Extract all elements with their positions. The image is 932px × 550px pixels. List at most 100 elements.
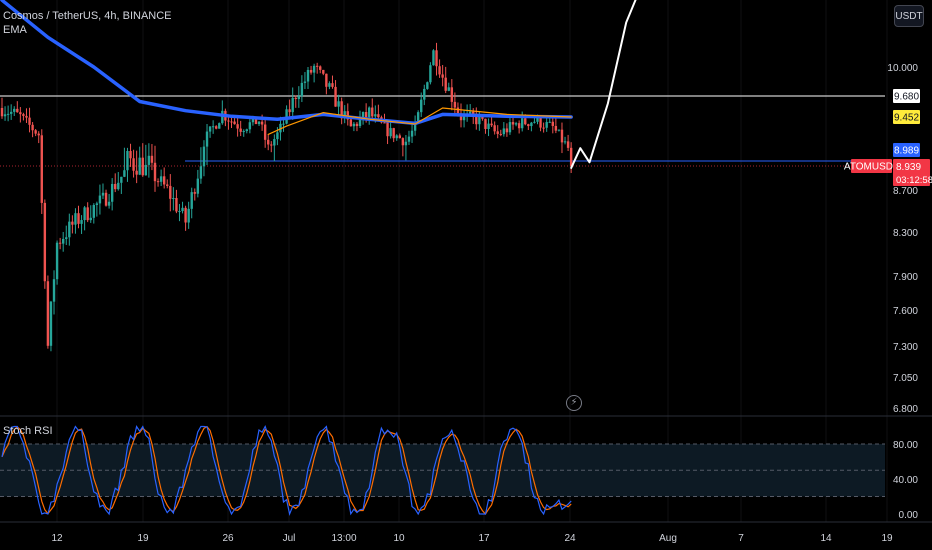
price-axis[interactable]: 10.000 8.700 8.300 7.900 7.600 7.300 7.050 6.80… bbox=[887, 63, 918, 521]
candle-body bbox=[202, 146, 206, 167]
candle-body bbox=[389, 128, 392, 137]
candle-body bbox=[303, 81, 307, 83]
currency-button[interactable]: USDT bbox=[894, 5, 924, 27]
last-price-tag: 8.939 bbox=[896, 162, 921, 173]
candle-body bbox=[52, 279, 56, 302]
candle-body bbox=[68, 221, 71, 238]
candle-body bbox=[490, 123, 493, 126]
candle-body bbox=[211, 126, 215, 128]
candle-body bbox=[462, 114, 466, 121]
candle-body bbox=[517, 123, 521, 129]
candle-body bbox=[423, 88, 426, 100]
candle-body bbox=[358, 118, 362, 126]
candle-body bbox=[92, 204, 95, 218]
candle-body bbox=[46, 281, 50, 346]
candle-body bbox=[325, 73, 328, 87]
candle-body bbox=[524, 118, 527, 125]
candle-body bbox=[527, 124, 530, 127]
candle-body bbox=[539, 117, 542, 128]
candle-body bbox=[126, 150, 129, 171]
candle-body bbox=[77, 213, 80, 224]
candle-body bbox=[138, 157, 141, 175]
candle-body bbox=[28, 117, 31, 125]
candle-body bbox=[322, 69, 325, 74]
price-tick-label: 7.300 bbox=[893, 342, 918, 353]
price-tick-label: 6.800 bbox=[893, 404, 918, 415]
candle-body bbox=[159, 176, 163, 182]
candle-body bbox=[337, 101, 340, 107]
candle-body bbox=[120, 176, 123, 183]
time-tick-label: 14 bbox=[820, 533, 832, 544]
candle-body bbox=[19, 112, 22, 115]
candle-body bbox=[468, 111, 472, 114]
candle-body bbox=[230, 121, 233, 123]
candle-body bbox=[315, 65, 319, 67]
candle-body bbox=[297, 96, 301, 100]
lightning-icon[interactable]: ⚡ bbox=[566, 395, 582, 411]
ema-tag: 9.452 bbox=[894, 113, 919, 124]
candle-body bbox=[508, 122, 512, 133]
stoch-rsi-lines bbox=[1, 424, 572, 517]
candle-body bbox=[521, 118, 524, 129]
candle-body bbox=[371, 107, 374, 117]
candle-body bbox=[199, 166, 203, 179]
chart-title[interactable]: Cosmos / TetherUS, 4h, BINANCE bbox=[3, 10, 172, 22]
candle-body bbox=[352, 123, 356, 127]
candle-body bbox=[456, 107, 460, 114]
candle-body bbox=[514, 123, 518, 125]
candle-body bbox=[184, 207, 187, 223]
candle-body bbox=[205, 131, 209, 147]
candle-body bbox=[95, 203, 99, 205]
candle-body bbox=[441, 74, 444, 78]
candle-body bbox=[312, 65, 316, 73]
candle-body bbox=[242, 131, 245, 133]
candle-body bbox=[101, 192, 105, 196]
candle-body bbox=[25, 115, 28, 118]
candle-body bbox=[3, 114, 7, 117]
candle-body bbox=[569, 147, 573, 166]
stoch-band bbox=[0, 443, 885, 497]
candle-body bbox=[383, 122, 386, 124]
candle-body bbox=[505, 128, 509, 133]
candle-body bbox=[395, 135, 398, 139]
candle-body bbox=[450, 87, 454, 102]
candle-body bbox=[107, 201, 111, 206]
candle-body bbox=[273, 139, 276, 146]
candle-body bbox=[368, 107, 371, 118]
candle-body bbox=[196, 178, 200, 194]
candle-body bbox=[291, 97, 294, 113]
candle-body bbox=[410, 130, 414, 137]
stoch-rsi-label[interactable]: Stoch RSI bbox=[3, 425, 53, 437]
candle-body bbox=[447, 87, 450, 91]
ema-indicator-label[interactable]: EMA bbox=[3, 24, 27, 36]
time-tick-label: 26 bbox=[222, 533, 234, 544]
candle-body bbox=[153, 162, 157, 182]
candle-body bbox=[257, 121, 261, 125]
candle-body bbox=[420, 99, 423, 113]
candle-body bbox=[0, 107, 4, 117]
price-tick-label: 7.900 bbox=[893, 272, 918, 283]
time-axis[interactable]: 12 19 26 Jul 13:00 10 17 24 Aug 7 14 19 bbox=[51, 533, 893, 544]
candle-body bbox=[144, 164, 148, 176]
candle-body bbox=[404, 141, 408, 146]
candle-body bbox=[499, 133, 502, 135]
candle-body bbox=[55, 242, 59, 280]
candle-body bbox=[511, 122, 515, 125]
candle-body bbox=[355, 123, 359, 126]
ema-short-line bbox=[267, 107, 572, 135]
candle-body bbox=[193, 192, 196, 194]
candle-body bbox=[566, 141, 570, 148]
candle-body bbox=[9, 111, 13, 114]
candle-body bbox=[89, 217, 92, 221]
candle-body bbox=[83, 207, 86, 221]
candle-body bbox=[104, 192, 108, 206]
time-tick-label: 10 bbox=[393, 533, 405, 544]
candle-body bbox=[215, 126, 218, 129]
grid bbox=[56, 0, 888, 522]
candle-body bbox=[309, 69, 313, 73]
candle-body bbox=[260, 121, 264, 125]
candle-body bbox=[276, 132, 279, 140]
support-tag-bg bbox=[893, 143, 920, 157]
candle-body bbox=[40, 135, 43, 203]
